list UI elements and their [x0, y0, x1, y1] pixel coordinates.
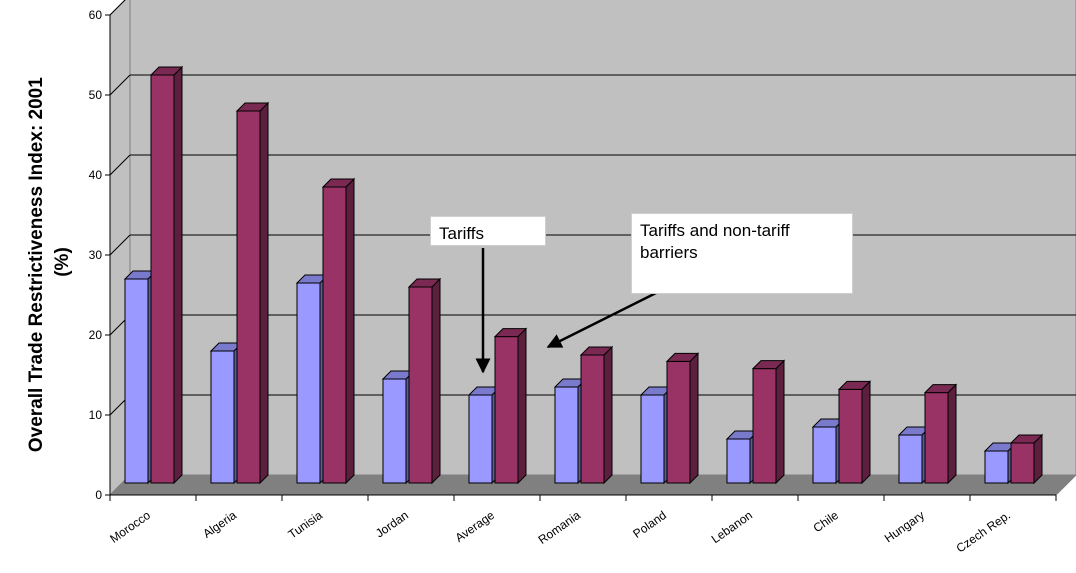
bar-front — [322, 186, 347, 484]
x-tick-label: Average — [453, 508, 498, 545]
bar-top — [149, 66, 184, 76]
bar-top — [1009, 434, 1044, 444]
annotation-tariffs-ntb: Tariffs and non-tariff barriers — [631, 213, 853, 294]
y-tick-label: 30 — [89, 248, 103, 262]
x-tick-label: Algeria — [200, 508, 239, 541]
bar-front — [580, 354, 605, 484]
y-tick-label: 0 — [95, 488, 102, 502]
bar-front — [752, 368, 777, 484]
y-tick-label: 60 — [89, 8, 103, 22]
bar-top — [665, 352, 700, 362]
bar-top — [751, 360, 786, 370]
bar-jordan-series-2 — [407, 277, 442, 485]
bar-average-series-2 — [493, 327, 528, 485]
annotation-tariffs: Tariffs — [430, 216, 546, 246]
y-axis-label-line-2: (%) — [52, 247, 73, 277]
bar-side — [173, 65, 183, 485]
bar-front — [1010, 442, 1035, 484]
bar-top — [407, 278, 442, 288]
bars — [123, 65, 1044, 485]
bar-side — [861, 380, 871, 485]
x-tick-label: Hungary — [882, 508, 927, 545]
gridline-side — [109, 74, 131, 96]
bar-front — [210, 350, 235, 484]
bar-front — [812, 426, 837, 484]
bar-lebanon-series-2 — [751, 359, 786, 485]
bar-tunisia-series-2 — [321, 177, 356, 485]
bar-side — [517, 327, 527, 485]
bar-morocco-series-2 — [149, 65, 184, 485]
bar-top — [923, 384, 958, 394]
bar-top — [579, 346, 614, 356]
bar-front — [408, 286, 433, 484]
bar-front — [898, 434, 923, 484]
x-tick-labels: Morocco Algeria Tunisia Jordan Average Romani… — [107, 508, 1013, 556]
y-axis-label-line-1: Overall Trade Restrictiveness Index: 200… — [26, 77, 47, 452]
bar-chile-series-2 — [837, 380, 872, 485]
bar-side — [345, 177, 355, 485]
bar-side — [431, 277, 441, 485]
x-tick-label: Chile — [811, 508, 842, 535]
x-tick-label: Poland — [630, 508, 669, 541]
gridline-side — [109, 0, 126, 16]
bar-czech-rep--series-2 — [1009, 433, 1044, 485]
bar-front — [924, 392, 949, 484]
bar-romania-series-2 — [579, 345, 614, 485]
bar-front — [640, 394, 665, 484]
bar-front — [666, 360, 691, 484]
x-tick-label: Morocco — [107, 508, 153, 546]
bar-front — [494, 336, 519, 484]
bar-algeria-series-2 — [235, 101, 270, 485]
bar-side — [689, 352, 699, 485]
annotation-tariffs-ntb-text: Tariffs and non-tariff barriers — [640, 221, 790, 262]
bar-top — [493, 328, 528, 338]
x-tick-label: Romania — [536, 508, 584, 547]
x-tick-label: Tunisia — [286, 508, 326, 542]
bar-front — [838, 388, 863, 484]
y-tick-labels: 0 10 20 30 40 50 60 — [89, 8, 110, 502]
bar-side — [775, 359, 785, 485]
x-tick-label: Lebanon — [709, 508, 755, 546]
gridline-side — [109, 154, 131, 176]
bar-front — [150, 74, 175, 484]
y-tick-label: 10 — [89, 408, 103, 422]
y-tick-label: 50 — [89, 88, 103, 102]
gridline-side — [109, 234, 131, 256]
x-tick-label: Jordan — [373, 508, 411, 541]
bar-front — [554, 386, 579, 484]
y-axis-label: Overall Trade Restrictiveness Index: 200… — [26, 72, 73, 452]
bar-side — [259, 101, 269, 485]
bar-side — [947, 383, 957, 485]
bar-hungary-series-2 — [923, 383, 958, 485]
x-tick-label: Czech Rep. — [954, 508, 1013, 555]
bar-top — [235, 102, 270, 112]
bar-side — [603, 345, 613, 485]
bar-front — [984, 450, 1009, 484]
annotation-tariffs-text: Tariffs — [439, 224, 485, 243]
bar-poland-series-2 — [665, 352, 700, 485]
bar-top — [837, 380, 872, 390]
y-tick-label: 20 — [89, 328, 103, 342]
bar-front — [382, 378, 407, 484]
bar-front — [124, 278, 149, 484]
bar-front — [468, 394, 493, 484]
bar-front — [296, 282, 321, 484]
y-tick-label: 40 — [89, 168, 103, 182]
bar-top — [321, 178, 356, 188]
arrow-tariffs-ntb — [546, 290, 659, 349]
bar-front — [236, 110, 261, 484]
annotation-arrows — [475, 248, 659, 374]
bar-front — [726, 438, 751, 484]
